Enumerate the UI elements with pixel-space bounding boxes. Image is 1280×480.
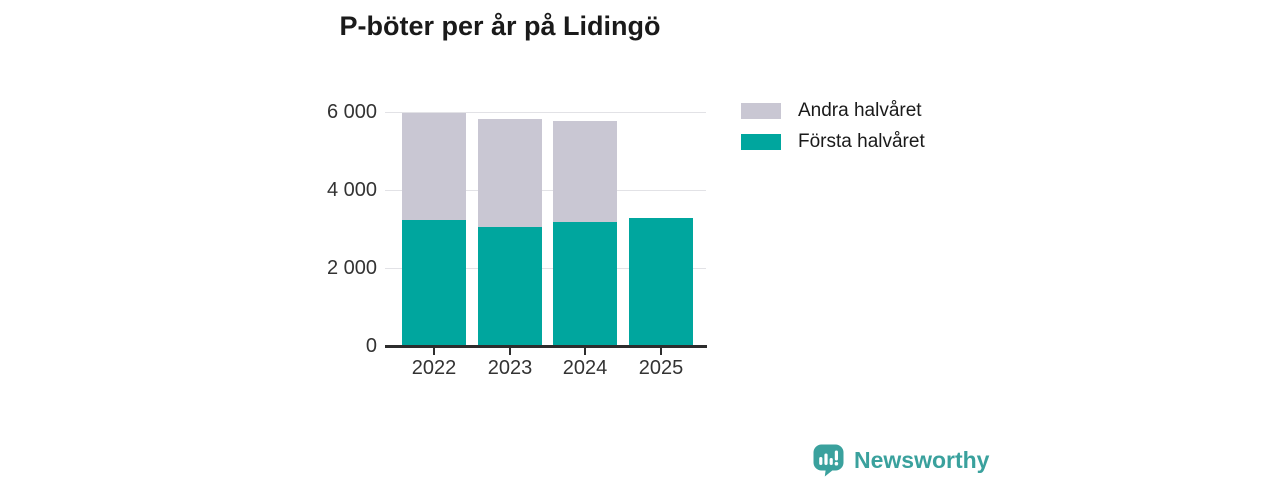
bar-segment-2023: [478, 227, 542, 346]
bar-segment-2024: [553, 120, 617, 223]
y-axis-label: 4 000: [326, 179, 377, 201]
plot-area: [385, 112, 706, 346]
legend-label: Första halvåret: [798, 131, 925, 152]
y-axis-label: 0: [365, 335, 377, 357]
bar-segment-2024: [553, 222, 617, 346]
gridline: [385, 190, 706, 191]
legend-label: Andra halvåret: [798, 100, 922, 121]
y-axis-label: 2 000: [326, 257, 377, 279]
x-axis-tick: [584, 347, 586, 355]
x-axis-label: 2025: [638, 357, 684, 379]
legend-item: Andra halvåret: [741, 100, 925, 121]
newsworthy-logo-text: Newsworthy: [854, 446, 990, 473]
legend-swatch: [741, 103, 781, 119]
gridline: [385, 268, 706, 269]
x-axis-tick: [433, 347, 435, 355]
y-axis-label: 6 000: [326, 101, 377, 123]
legend: Andra halvåret Första halvåret: [741, 100, 925, 165]
x-axis-line: [385, 345, 707, 348]
x-axis-tick: [509, 347, 511, 355]
bar-segment-2025: [629, 218, 693, 346]
bar-segment-2023: [478, 119, 542, 228]
bar-segment-2022: [402, 220, 466, 346]
bar-segment-2022: [402, 113, 466, 221]
legend-swatch: [741, 134, 781, 150]
gridline: [385, 112, 706, 113]
legend-item: Första halvåret: [741, 131, 925, 152]
newsworthy-chart-bubble-icon: [813, 444, 844, 477]
chart-title: P-böter per år på Lidingö: [339, 11, 661, 41]
x-axis-label: 2024: [562, 357, 608, 379]
x-axis-label: 2023: [487, 357, 533, 379]
x-axis-label: 2022: [411, 357, 457, 379]
newsworthy-logo: Newsworthy: [812, 443, 989, 477]
x-axis-tick: [660, 347, 662, 355]
